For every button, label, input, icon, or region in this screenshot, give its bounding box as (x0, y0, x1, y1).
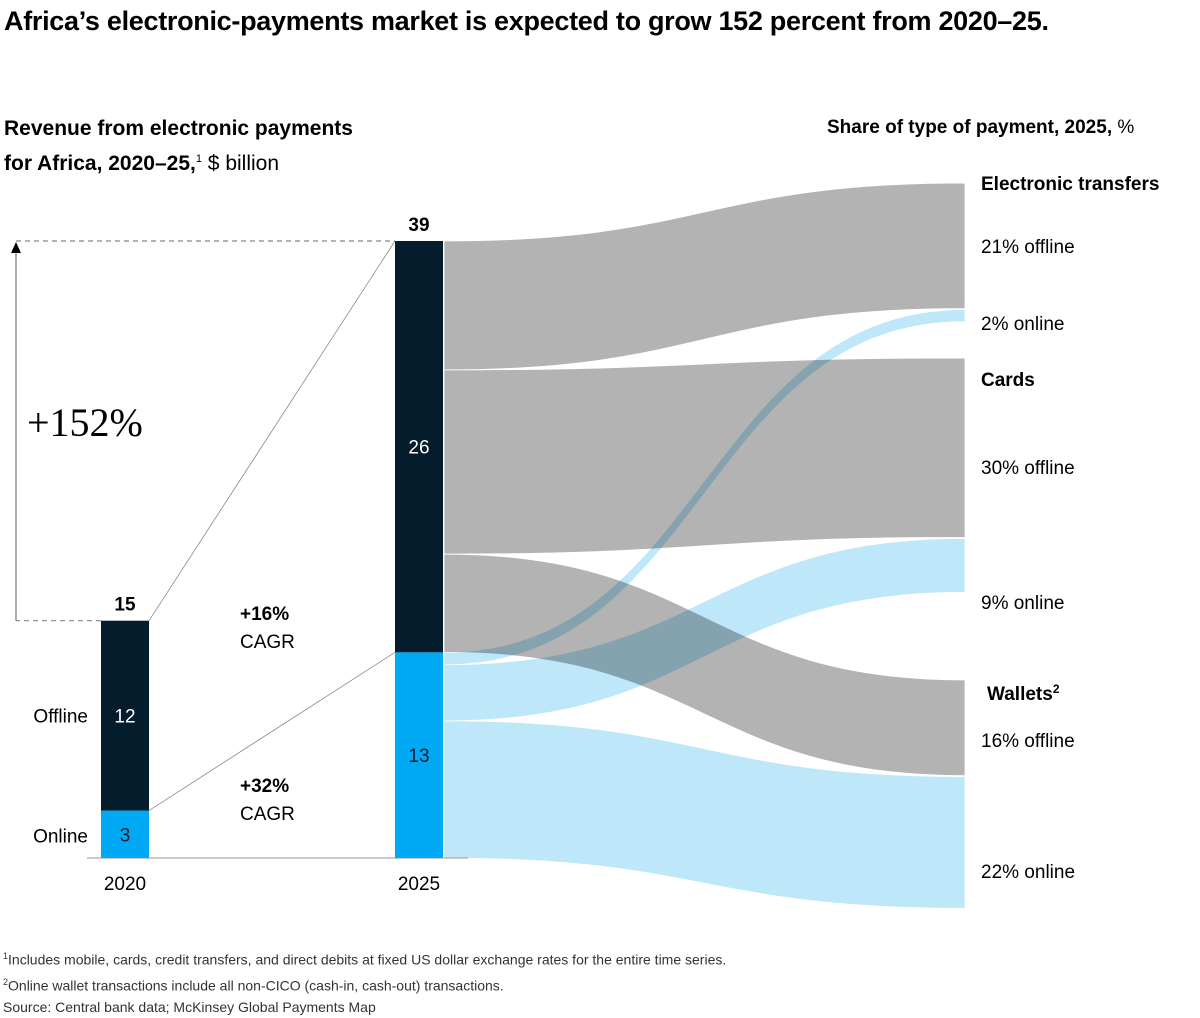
connector-offline-top (148, 240, 396, 621)
footnote-2: 2Online wallet transactions include all … (3, 971, 726, 997)
bar-value-offline-2025: 26 (408, 438, 429, 459)
left-subtitle-unit: $ billion (201, 152, 280, 175)
footnote-1: 1Includes mobile, cards, credit transfer… (3, 945, 726, 971)
footnote-ref-2: 2 (1053, 682, 1060, 696)
source-note: Source: Central bank data; McKinsey Glob… (3, 996, 726, 1018)
bar-value-online-2020: 3 (120, 825, 131, 846)
flow-online-wallets (443, 720, 966, 909)
bar-online-2025 (395, 652, 443, 858)
growth-arrow-head-icon (11, 242, 21, 253)
share-label-online-wallets: 22% online (981, 862, 1075, 883)
bar-total-2025: 39 (408, 215, 429, 236)
share-label-online-cards: 9% online (981, 593, 1064, 614)
footnote-2-text: Online wallet transactions include all n… (8, 977, 504, 994)
cagr-label-offline: CAGR (240, 632, 295, 653)
source-text: Source: Central bank data; McKinsey Glob… (3, 999, 376, 1016)
group-title-wallets: Wallets2 (987, 682, 1060, 705)
connector-online-top (148, 651, 396, 811)
bar-value-offline-2020: 12 (114, 707, 135, 728)
sankey-flows (443, 182, 966, 909)
labels: 12 3 15 2020 26 13 39 2025 Offline Online +152% +16… (27, 174, 1159, 895)
flow-offline-electronic-transfers (443, 182, 966, 371)
stacked-bars (87, 241, 468, 859)
series-label-online: Online (33, 826, 88, 847)
cagr-label-online: CAGR (240, 804, 295, 825)
left-subtitle-line1: Revenue from electronic payments (4, 117, 353, 140)
bar-total-2020: 15 (114, 595, 136, 616)
share-label-offline-wallets: 16% offline (981, 731, 1075, 752)
share-label-online-electronic-transfers: 2% online (981, 314, 1064, 335)
footnote-ref-1: 1 (195, 153, 202, 165)
share-label-offline-electronic-transfers: 21% offline (981, 237, 1075, 258)
cagr-value-online: +32% (240, 776, 289, 797)
x-tick-2025: 2025 (398, 874, 440, 895)
share-label-offline-cards: 30% offline (981, 458, 1075, 479)
flow-online-cards (443, 538, 966, 722)
right-subtitle-bold: Share of type of payment, 2025, (827, 117, 1113, 138)
flow-online-electronic-transfers (443, 309, 966, 666)
left-subtitle: Revenue from electronic payments for Afr… (4, 114, 353, 179)
bar-online-2020 (101, 810, 149, 858)
footnote-1-ref: 1 (3, 951, 9, 961)
bar-offline-2025 (395, 241, 443, 653)
growth-percent-label: +152% (27, 400, 143, 445)
group-title-cards: Cards (981, 370, 1035, 391)
right-subtitle-unit: % (1112, 117, 1135, 138)
chart-title: Africa’s electronic-payments market is e… (4, 6, 1049, 36)
group-title-electronic-transfers: Electronic transfers (981, 174, 1159, 195)
cagr-value-offline: +16% (240, 604, 289, 625)
left-subtitle-line2: for Africa, 2020–25, (4, 152, 196, 175)
footnote-1-text: Includes mobile, cards, credit transfers… (8, 951, 727, 968)
footnotes: 1Includes mobile, cards, credit transfer… (3, 945, 726, 1018)
footnote-2-ref: 2 (3, 976, 9, 987)
series-label-offline: Offline (33, 707, 88, 728)
annotations (11, 240, 396, 811)
bar-value-online-2025: 13 (408, 746, 429, 767)
x-tick-2020: 2020 (104, 874, 146, 895)
right-subtitle: Share of type of payment, 2025, % (827, 114, 1134, 142)
bar-offline-2020 (101, 620, 149, 811)
flow-offline-cards (443, 357, 966, 555)
